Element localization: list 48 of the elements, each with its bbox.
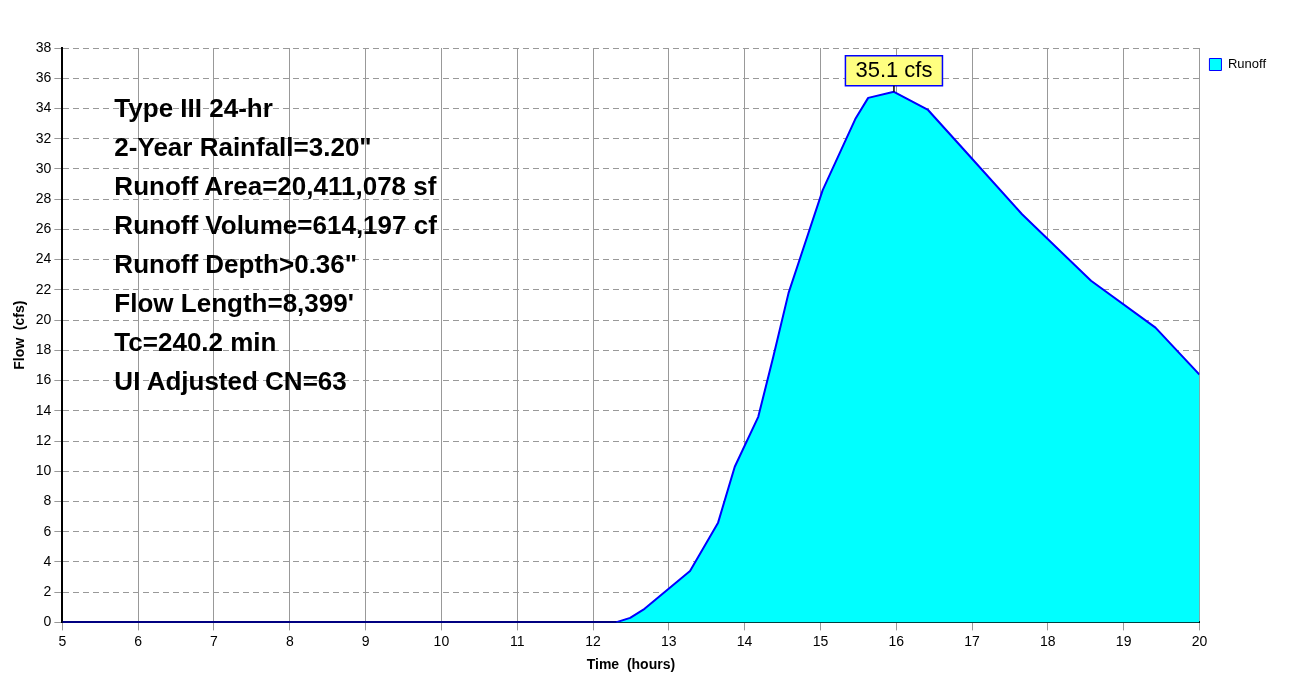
y-tick-label: 12 [35, 431, 52, 448]
x-tick-label: 5 [58, 632, 67, 649]
y-tick-label: 6 [43, 522, 52, 539]
y-tick-label: 18 [35, 341, 52, 358]
y-tick-label: 4 [43, 552, 52, 569]
y-tick-label: 32 [35, 129, 52, 146]
y-tick-label: 14 [35, 401, 52, 418]
annotation: Tc=240.2 min [114, 327, 277, 358]
x-tick-label: 16 [888, 632, 905, 649]
y-tick-label: 20 [35, 310, 52, 327]
annotation: 35.1 cfs [855, 56, 933, 82]
y-tick-label: 0 [43, 613, 52, 630]
annotation: UI Adjusted CN=63 [114, 366, 347, 397]
x-tick-label: 10 [433, 632, 450, 649]
x-tick-label: 8 [285, 632, 294, 649]
x-tick-label: 11 [509, 632, 525, 649]
annotation: 2-Year Rainfall=3.20" [114, 132, 372, 163]
x-axis-title: Time (hours) [586, 656, 676, 673]
y-tick-label: 24 [35, 250, 52, 267]
y-tick-label: 8 [43, 492, 52, 509]
x-tick-label: 13 [661, 632, 677, 649]
annotation: Runoff Area=20,411,078 sf [114, 171, 437, 202]
x-tick-label: 19 [1115, 632, 1132, 649]
legend-label: Runoff [1227, 56, 1267, 72]
x-tick-label: 14 [736, 632, 753, 649]
x-tick-label: 17 [964, 632, 981, 649]
y-tick-label: 34 [35, 99, 52, 116]
y-tick-label: 22 [35, 280, 52, 297]
y-tick-label: 28 [35, 190, 52, 207]
x-tick-label: 9 [361, 632, 370, 649]
y-tick-label: 38 [35, 38, 52, 55]
x-tick-label: 18 [1040, 632, 1056, 649]
x-tick-label: 20 [1191, 632, 1208, 649]
annotation: Flow Length=8,399' [114, 288, 354, 319]
x-tick-label: 7 [210, 632, 219, 649]
annotation: Runoff Volume=614,197 cf [114, 210, 438, 241]
y-tick-label: 2 [43, 583, 52, 600]
x-tick-label: 6 [134, 632, 143, 649]
y-tick-label: 36 [35, 69, 52, 86]
x-tick-label: 12 [585, 632, 601, 649]
y-tick-label: 10 [35, 462, 52, 479]
annotation: Type III 24-hr [114, 93, 273, 124]
y-tick-label: 30 [35, 159, 52, 176]
y-tick-label: 26 [35, 220, 52, 237]
annotation: Runoff Depth>0.36" [114, 249, 358, 280]
y-tick-label: 16 [35, 371, 52, 388]
y-axis-title: Flow (cfs) [11, 300, 28, 370]
x-tick-label: 15 [812, 632, 829, 649]
